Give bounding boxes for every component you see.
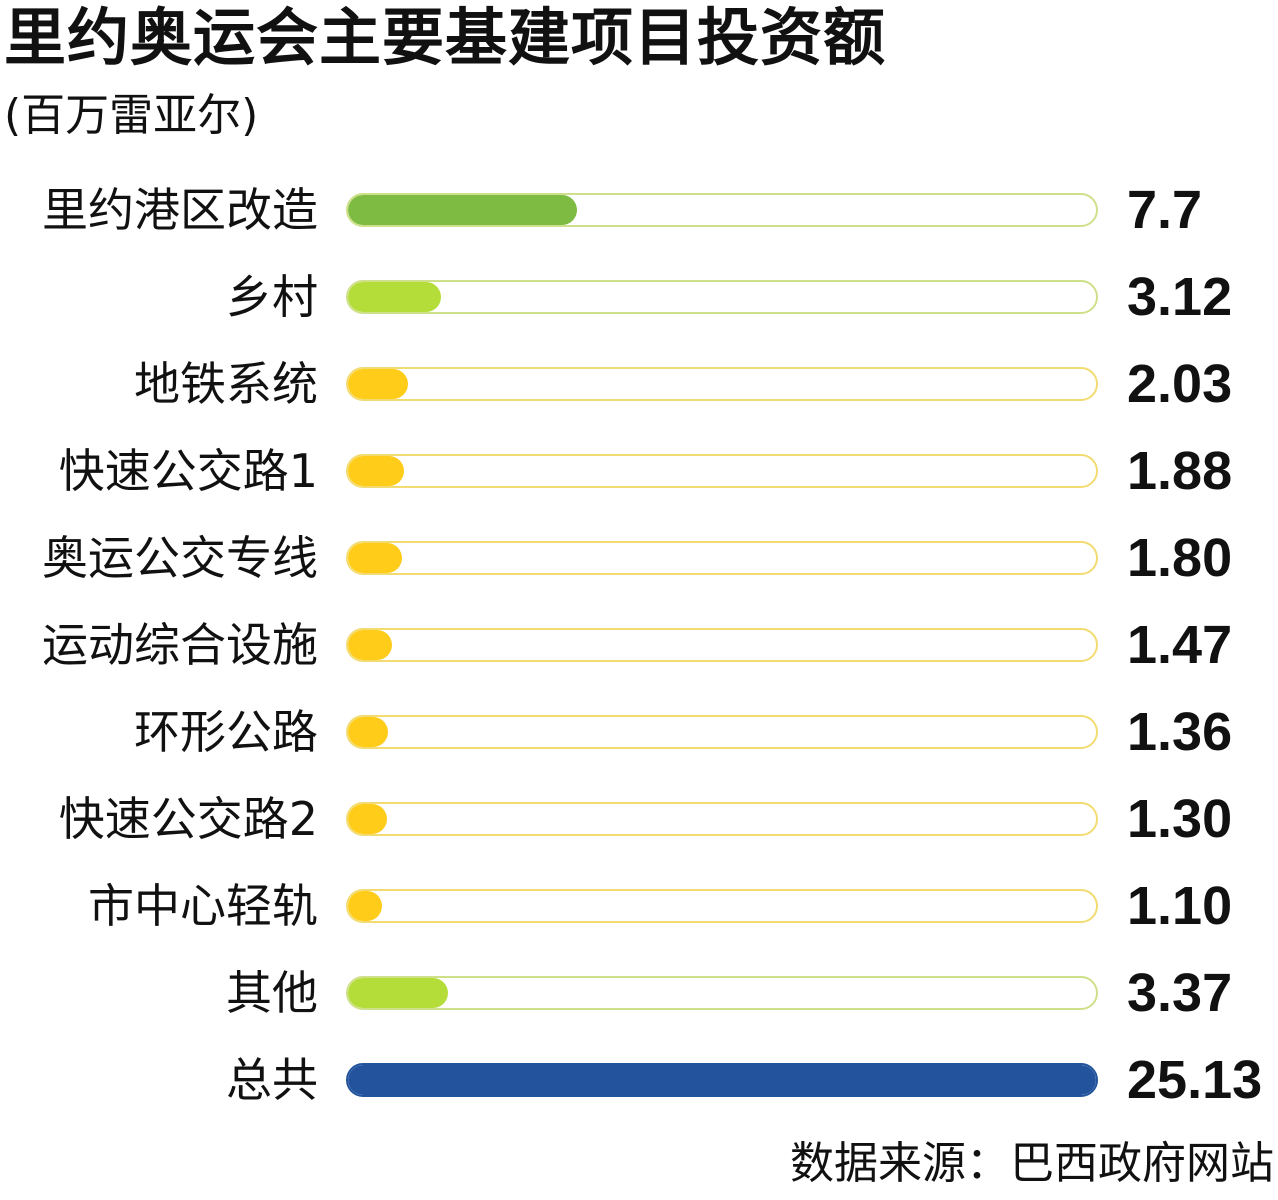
category-label: 快速公交路2 <box>58 792 318 846</box>
bar-track <box>346 976 1098 1010</box>
value-label: 3.12 <box>1127 267 1233 327</box>
bar-row: 乡村 3.12 <box>0 261 1278 333</box>
bar <box>348 282 441 312</box>
value-label: 1.30 <box>1127 789 1233 849</box>
bar-track <box>346 541 1098 575</box>
bar-track <box>346 1063 1098 1097</box>
bar <box>348 978 448 1008</box>
bar <box>348 369 408 399</box>
bar <box>348 456 404 486</box>
bar <box>348 195 577 225</box>
bar-row: 奥运公交专线 1.80 <box>0 522 1278 594</box>
category-label: 奥运公交专线 <box>42 531 318 585</box>
bar-row: 市中心轻轨 1.10 <box>0 870 1278 942</box>
category-label: 乡村 <box>226 270 318 324</box>
chart-subtitle: (百万雷亚尔) <box>4 90 259 141</box>
category-label: 里约港区改造 <box>42 183 318 237</box>
bar-row: 快速公交路1 1.88 <box>0 435 1278 507</box>
bar-row: 地铁系统 2.03 <box>0 348 1278 420</box>
value-label: 1.88 <box>1127 441 1233 501</box>
category-label: 环形公路 <box>134 705 318 759</box>
category-label: 市中心轻轨 <box>88 879 318 933</box>
bar-row: 运动综合设施 1.47 <box>0 609 1278 681</box>
value-label: 2.03 <box>1127 354 1233 414</box>
bar-track <box>346 802 1098 836</box>
bar-track <box>346 454 1098 488</box>
bar <box>348 717 388 747</box>
value-label: 1.10 <box>1127 876 1233 936</box>
bar-track <box>346 367 1098 401</box>
chart-title: 里约奥运会主要基建项目投资额 <box>4 1 887 74</box>
bar-track <box>346 628 1098 662</box>
bar-row: 总共 25.13 <box>0 1044 1278 1116</box>
bar <box>348 891 382 921</box>
bar-track <box>346 280 1098 314</box>
bar-track <box>346 193 1098 227</box>
category-label: 地铁系统 <box>134 357 318 411</box>
bar-track <box>346 715 1098 749</box>
bar-row: 快速公交路2 1.30 <box>0 783 1278 855</box>
bar <box>348 630 392 660</box>
bar-track <box>346 889 1098 923</box>
category-label: 其他 <box>226 966 318 1020</box>
value-label: 3.37 <box>1127 963 1233 1023</box>
bar <box>348 543 402 573</box>
category-label: 运动综合设施 <box>42 618 318 672</box>
value-label: 25.13 <box>1127 1050 1263 1110</box>
bar <box>348 1065 1096 1095</box>
source-note: 数据来源：巴西政府网站 <box>790 1138 1274 1189</box>
value-label: 1.36 <box>1127 702 1233 762</box>
bar <box>348 804 387 834</box>
value-label: 1.80 <box>1127 528 1233 588</box>
value-label: 7.7 <box>1127 180 1203 240</box>
category-label: 总共 <box>226 1053 318 1107</box>
bar-row: 其他 3.37 <box>0 957 1278 1029</box>
value-label: 1.47 <box>1127 615 1233 675</box>
bar-row: 环形公路 1.36 <box>0 696 1278 768</box>
bar-row: 里约港区改造 7.7 <box>0 174 1278 246</box>
category-label: 快速公交路1 <box>58 444 318 498</box>
